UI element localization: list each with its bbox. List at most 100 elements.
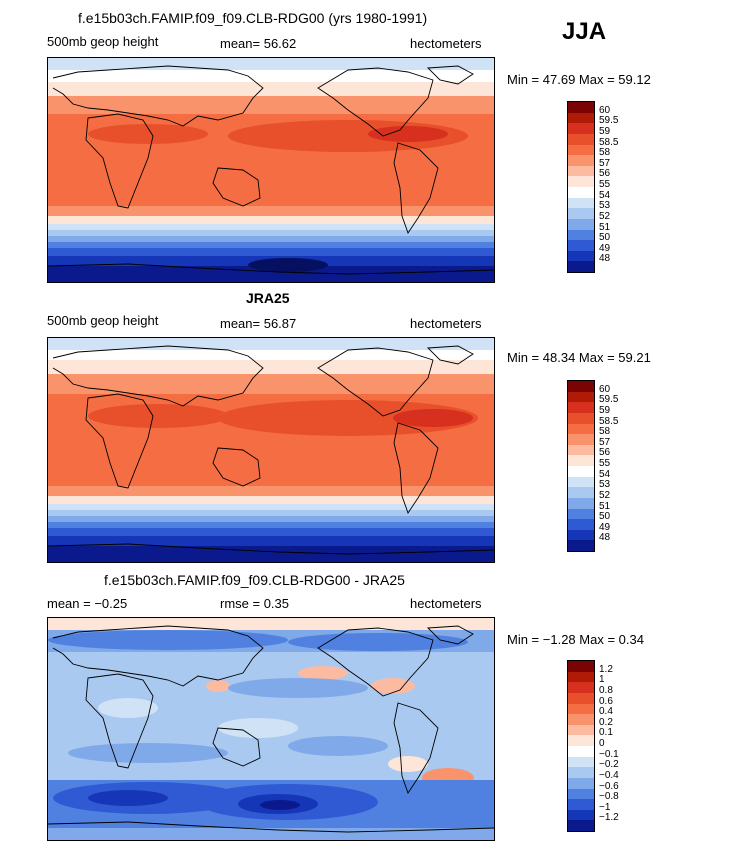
colorbar-swatch xyxy=(568,540,594,551)
colorbar-tick-label: 0 xyxy=(599,738,605,749)
colorbar-swatch xyxy=(568,208,594,219)
colorbar-tick-label: 49 xyxy=(599,242,611,254)
colorbar-swatch xyxy=(568,155,594,166)
colorbar-swatch xyxy=(568,218,594,230)
colorbar-swatch xyxy=(568,466,594,477)
colorbar-tick-label: 0.1 xyxy=(599,727,613,739)
panel2-units-label: hectometers xyxy=(410,316,482,331)
panel1-title: f.e15b03ch.FAMIP.f09_f09.CLB-RDG00 (yrs … xyxy=(78,10,428,26)
colorbar-tick-label: 0.4 xyxy=(599,706,613,718)
colorbar-swatch xyxy=(568,756,594,768)
colorbar-swatch xyxy=(568,240,594,251)
colorbar-tick-label: −0.8 xyxy=(599,791,619,803)
colorbar-tick-label: 54 xyxy=(599,189,611,201)
panel1-map-svg xyxy=(48,58,494,282)
colorbar-tick-label: 58 xyxy=(599,147,611,159)
colorbar-tick-label: 55 xyxy=(599,458,611,469)
colorbar-swatch xyxy=(568,176,594,187)
panel1-colorbar xyxy=(567,101,595,273)
panel2-variable-label: 500mb geop height xyxy=(47,313,159,328)
colorbar-swatch xyxy=(568,487,594,498)
colorbar-swatch xyxy=(568,434,594,445)
colorbar-swatch xyxy=(568,423,594,435)
colorbar-swatch xyxy=(568,444,594,456)
panel3-rmse-label: rmse = 0.35 xyxy=(220,596,290,611)
colorbar-swatch xyxy=(568,671,594,683)
colorbar-swatch xyxy=(568,476,594,488)
panel3-minmax: Min = −1.28 Max = 0.34 xyxy=(507,632,644,647)
colorbar-tick-label: −1 xyxy=(599,801,611,813)
colorbar-tick-label: 0.2 xyxy=(599,716,613,728)
colorbar-swatch xyxy=(568,508,594,520)
panel1-minmax: Min = 47.69 Max = 59.12 xyxy=(507,72,651,87)
colorbar-tick-label: 51 xyxy=(599,500,611,512)
panel1-mean-label: mean= 56.62 xyxy=(220,36,297,51)
colorbar-tick-label: 48 xyxy=(599,253,611,265)
colorbar-tick-label: 53 xyxy=(599,200,611,212)
colorbar-tick-label: −0.4 xyxy=(599,769,619,781)
colorbar-swatch xyxy=(568,746,594,757)
colorbar-swatch xyxy=(568,724,594,736)
colorbar-swatch xyxy=(568,229,594,241)
panel1-variable-label: 500mb geop height xyxy=(47,34,159,49)
colorbar-swatch xyxy=(568,123,594,134)
colorbar-swatch xyxy=(568,714,594,725)
colorbar-tick-label: 50 xyxy=(599,511,611,523)
colorbar-tick-label: −0.1 xyxy=(599,748,619,760)
colorbar-tick-label: 52 xyxy=(599,489,611,501)
colorbar-swatch xyxy=(568,144,594,156)
panel2-colorbar xyxy=(567,380,595,552)
colorbar-tick-label: 56 xyxy=(599,447,611,459)
colorbar-tick-label: 59 xyxy=(599,404,611,416)
colorbar-tick-label: 59.5 xyxy=(599,394,619,406)
colorbar-swatch xyxy=(568,391,594,403)
colorbar-swatch xyxy=(568,412,594,424)
colorbar-swatch xyxy=(568,692,594,704)
colorbar-tick-label: 59 xyxy=(599,125,611,137)
panel1-map xyxy=(47,57,495,283)
panel3-colorbar xyxy=(567,660,595,832)
colorbar-swatch xyxy=(568,682,594,693)
colorbar-tick-label: 54 xyxy=(599,468,611,480)
colorbar-swatch xyxy=(568,661,594,672)
colorbar-tick-label: 0.8 xyxy=(599,684,613,696)
colorbar-swatch xyxy=(568,497,594,509)
colorbar-swatch xyxy=(568,799,594,810)
colorbar-tick-label: 51 xyxy=(599,221,611,233)
colorbar-tick-label: 59.5 xyxy=(599,115,619,127)
colorbar-tick-label: 60 xyxy=(599,383,611,395)
colorbar-tick-label: −0.6 xyxy=(599,780,619,792)
colorbar-swatch xyxy=(568,455,594,466)
season-label: JJA xyxy=(562,18,607,45)
colorbar-tick-label: 57 xyxy=(599,436,611,448)
panel3-mean-label: mean = −0.25 xyxy=(47,596,128,611)
colorbar-swatch xyxy=(568,381,594,392)
panel2-minmax: Min = 48.34 Max = 59.21 xyxy=(507,350,651,365)
colorbar-tick-label: 0.6 xyxy=(599,695,613,707)
colorbar-tick-label: 1.2 xyxy=(599,663,613,675)
colorbar-swatch xyxy=(568,820,594,831)
colorbar-tick-label: 58.5 xyxy=(599,415,619,427)
colorbar-tick-label: 57 xyxy=(599,157,611,169)
colorbar-swatch xyxy=(568,809,594,821)
colorbar-swatch xyxy=(568,165,594,177)
panel2-title: JRA25 xyxy=(246,290,290,306)
colorbar-swatch xyxy=(568,402,594,413)
colorbar-swatch xyxy=(568,102,594,113)
colorbar-swatch xyxy=(568,112,594,124)
colorbar-tick-label: 56 xyxy=(599,168,611,180)
colorbar-tick-label: −1.2 xyxy=(599,812,619,824)
panel3-title: f.e15b03ch.FAMIP.f09_f09.CLB-RDG00 - JRA… xyxy=(104,572,405,588)
colorbar-swatch xyxy=(568,133,594,145)
colorbar-tick-label: 58.5 xyxy=(599,136,619,148)
colorbar-swatch xyxy=(568,735,594,746)
panel2-mean-label: mean= 56.87 xyxy=(220,316,297,331)
colorbar-swatch xyxy=(568,187,594,198)
panel3-map-svg xyxy=(48,618,494,840)
colorbar-tick-label: 60 xyxy=(599,104,611,116)
panel2-map-svg xyxy=(48,338,494,562)
panel1-units-label: hectometers xyxy=(410,36,482,51)
panel3-map xyxy=(47,617,495,841)
colorbar-swatch xyxy=(568,529,594,541)
colorbar-tick-label: 52 xyxy=(599,210,611,222)
